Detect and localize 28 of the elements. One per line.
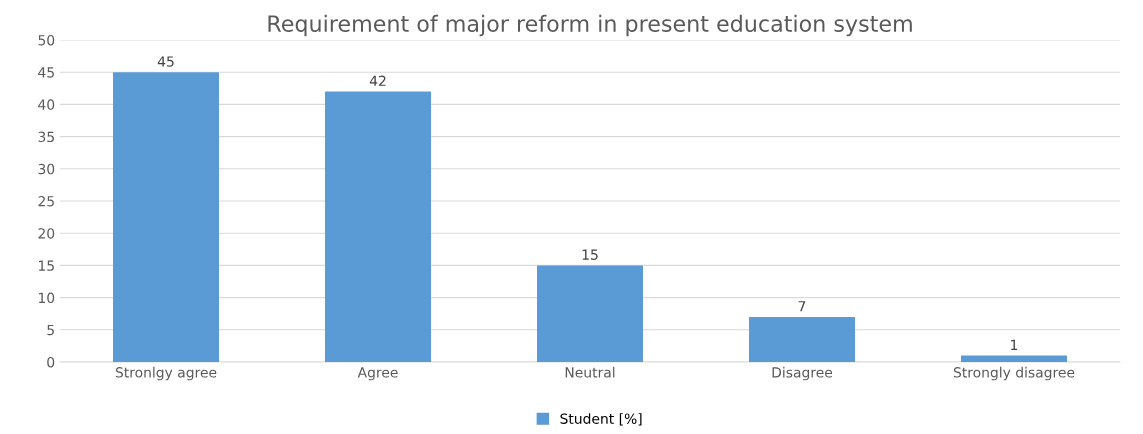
x-tick-label: Neutral: [565, 366, 615, 378]
x-tick-label: Stronlgy agree: [115, 366, 217, 381]
bar: [325, 91, 431, 362]
data-label: 15: [582, 249, 598, 260]
y-tick-label: 40: [38, 99, 55, 110]
y-tick-label: 30: [38, 163, 55, 175]
x-tick-label: Disagree: [772, 366, 833, 381]
x-tick-label: Agree: [357, 367, 398, 381]
y-tick-label: 5: [47, 324, 54, 336]
y-tick-label: 45: [38, 67, 54, 78]
bar: [113, 72, 219, 362]
data-label: 45: [157, 56, 174, 67]
data-label: 7: [798, 301, 806, 312]
y-tick-label: 10: [38, 292, 55, 304]
bar: [961, 355, 1067, 362]
chart-title: Requirement of major reform in present education system: [268, 14, 912, 37]
bar: [537, 265, 643, 362]
y-tick-label: 20: [38, 228, 55, 239]
legend-label: Student [%]: [560, 413, 642, 426]
y-tick-label: 25: [38, 195, 54, 207]
y-tick-label: 0: [47, 356, 55, 368]
data-label: 42: [369, 75, 386, 86]
data-label: 1: [1011, 339, 1018, 350]
y-tick-label: 35: [38, 131, 54, 143]
x-tick-label: Strongly disagree: [953, 366, 1075, 381]
y-tick-label: 15: [38, 260, 54, 271]
bar: [749, 316, 855, 362]
y-tick-label: 50: [38, 34, 55, 46]
